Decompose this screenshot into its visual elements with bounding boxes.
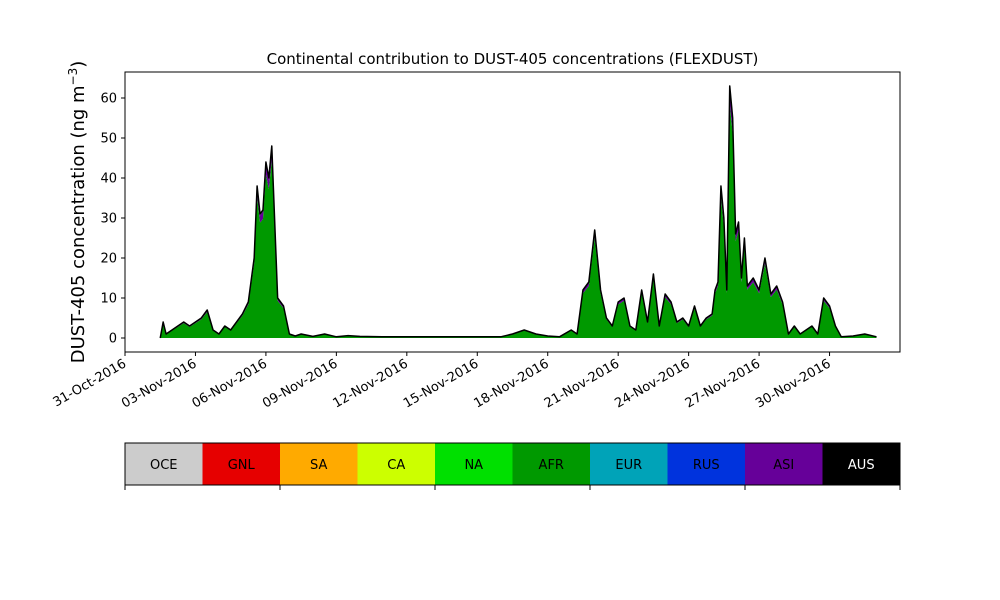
colorbar-label-na: NA [464,458,483,473]
colorbar-frame [124,442,901,486]
colorbar-swatch-aus [822,443,900,485]
colorbar-swatch-rus [667,443,745,485]
y-tick-label: 10 [100,292,117,307]
region-colorbar: OCE GNL SA CA NA AFR EUR RUS ASI AUS [124,442,901,490]
colorbar-label-asi: ASI [773,458,794,473]
total-line-aus [159,85,877,339]
y-axis-label-suffix: ) [68,61,89,68]
colorbar-swatch-oce [125,443,203,485]
colorbar-swatch-sa [280,443,358,485]
colorbar-swatch-na [435,443,513,485]
y-tick-label: 40 [100,172,117,187]
axes-frame [124,71,901,353]
plot-area [124,71,901,353]
y-axis-label-exponent: −3 [66,68,80,86]
colorbar-label-eur: EUR [615,458,642,473]
colorbar-swatch-afr [512,443,590,485]
y-tick-label: 30 [100,212,117,227]
stacked-area-layers [159,85,877,339]
colorbar-swatch-ca [357,443,435,485]
colorbar-swatch-asi [745,443,823,485]
colorbar-swatch-eur [590,443,668,485]
colorbar-label-rus: RUS [693,458,720,473]
y-axis-ticks: 0 10 20 30 40 50 60 [100,92,125,347]
chart-title: Continental contribution to DUST-405 con… [267,50,759,68]
y-tick-label: 20 [100,252,117,267]
colorbar-label-gnl: GNL [228,458,256,473]
y-tick-label: 0 [109,332,117,347]
y-tick-label: 60 [100,92,117,107]
colorbar-swatch-gnl [202,443,280,485]
area-layer-afr [160,103,877,338]
colorbar-label-oce: OCE [150,458,178,473]
colorbar-label-afr: AFR [539,458,564,473]
y-tick-label: 50 [100,132,117,147]
colorbar-label-sa: SA [310,458,327,473]
colorbar-label-ca: CA [387,458,405,473]
colorbar-label-aus: AUS [848,458,875,473]
y-axis-label-text: DUST-405 concentration (ng m [68,85,89,363]
y-axis-label: DUST-405 concentration (ng m−3) [66,61,89,364]
